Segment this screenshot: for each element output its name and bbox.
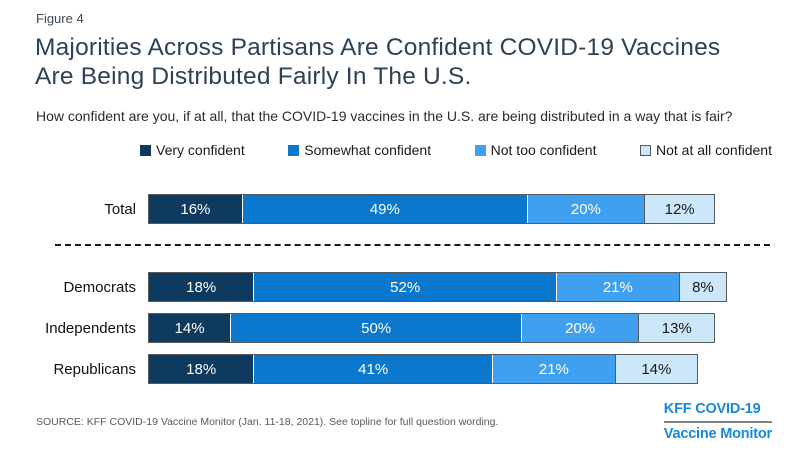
chart-row-independents: Independents 14% 50% 20% 13% xyxy=(36,313,770,343)
legend-label: Very confident xyxy=(156,142,245,158)
bar-track: 18% 41% 21% 14% xyxy=(148,354,733,384)
legend-label: Somewhat confident xyxy=(304,142,432,158)
bar-segment-not-too-confident: 20% xyxy=(521,314,639,342)
kff-logo: KFF COVID-19 Vaccine Monitor xyxy=(663,402,772,442)
divider-dashed-line xyxy=(55,244,770,246)
legend-item-somewhat-confident: Somewhat confident xyxy=(288,142,431,158)
bar-segment-not-at-all-confident: 13% xyxy=(638,314,715,342)
bar-segment-somewhat-confident: 52% xyxy=(253,273,556,301)
bar-segment-very-confident: 14% xyxy=(149,314,231,342)
figure-label: Figure 4 xyxy=(36,11,84,26)
legend-label: Not too confident xyxy=(490,142,597,158)
bar-segment-not-at-all-confident: 8% xyxy=(678,273,727,301)
chart-row-total: Total 16% 49% 20% 12% xyxy=(36,194,770,224)
question-text: How confident are you, if at all, that t… xyxy=(36,108,733,124)
bar-track: 18% 52% 21% 8% xyxy=(148,272,733,302)
bar-segment-not-at-all-confident: 12% xyxy=(643,195,715,223)
category-label: Independents xyxy=(45,319,136,337)
legend-item-not-too-confident: Not too confident xyxy=(474,142,597,158)
legend-swatch-icon xyxy=(140,144,151,156)
legend-item-not-at-all-confident: Not at all confident xyxy=(640,142,772,158)
bar-segment-very-confident: 18% xyxy=(149,273,254,301)
bar-track: 14% 50% 20% 13% xyxy=(148,313,733,343)
chart-row-democrats: Democrats 18% 52% 21% 8% xyxy=(36,272,770,302)
source-note: SOURCE: KFF COVID-19 Vaccine Monitor (Ja… xyxy=(36,416,499,428)
category-label: Democrats xyxy=(63,278,136,296)
page-title: Majorities Across Partisans Are Confiden… xyxy=(35,34,721,90)
stacked-bar-chart: Total 16% 49% 20% 12% Democrats 18% 52% 21% 8% In… xyxy=(36,194,770,384)
legend-swatch-icon xyxy=(288,144,300,156)
bar-segment-not-too-confident: 20% xyxy=(526,195,644,223)
kff-logo-line1: KFF COVID-19 xyxy=(663,402,772,423)
chart-row-republicans: Republicans 18% 41% 21% 14% xyxy=(36,354,770,384)
bar-segment-not-too-confident: 21% xyxy=(492,355,615,383)
bar-segment-somewhat-confident: 50% xyxy=(230,314,522,342)
legend-label: Not at all confident xyxy=(656,142,772,158)
partisan-rows-slot: Democrats 18% 52% 21% 8% Independents 14% 50% 20… xyxy=(36,272,770,384)
legend-swatch-icon xyxy=(640,144,651,156)
bar-segment-somewhat-confident: 49% xyxy=(241,195,527,223)
bar-segment-very-confident: 16% xyxy=(149,195,242,223)
bar-track: 16% 49% 20% 12% xyxy=(148,194,733,224)
bar-segment-not-too-confident: 21% xyxy=(555,273,679,301)
kff-logo-line2: Vaccine Monitor xyxy=(663,426,772,442)
bar-segment-somewhat-confident: 41% xyxy=(253,355,493,383)
legend: Very confident Somewhat confident Not too … xyxy=(140,142,772,158)
legend-item-very-confident: Very confident xyxy=(140,142,245,158)
bar-segment-not-at-all-confident: 14% xyxy=(614,355,697,383)
category-label: Republicans xyxy=(53,360,136,378)
bar-segment-very-confident: 18% xyxy=(149,355,254,383)
legend-swatch-icon xyxy=(474,144,486,156)
category-label: Total xyxy=(104,200,136,218)
total-row-slot: Total 16% 49% 20% 12% xyxy=(36,194,770,224)
